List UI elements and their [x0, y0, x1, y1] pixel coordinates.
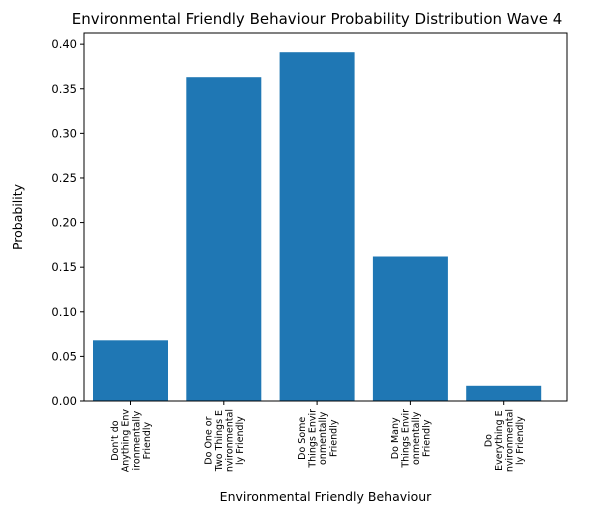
- y-tick-label-8: 0.40: [51, 37, 77, 51]
- x-tick-label-5: DoEverything Environmentally Friendly: [483, 409, 526, 472]
- bar-3: [279, 52, 355, 401]
- x-tick-label-2: Do One orTwo Things Environmentally Frie…: [204, 409, 247, 472]
- x-axis-label: Environmental Friendly Behaviour: [220, 489, 432, 504]
- x-tick-label-line: Do Some: [297, 417, 308, 460]
- y-tick-label-5: 0.25: [51, 171, 77, 185]
- x-axis-ticks: Don't doAnything EnvironmentallyFriendly…: [110, 401, 526, 472]
- x-tick-label-3: Do SomeThings EnvironmentallyFriendly: [297, 409, 340, 469]
- x-tick-label-line: Things Envir: [401, 409, 412, 469]
- x-tick-label-line: Do Many: [390, 417, 401, 459]
- bar-2: [186, 77, 262, 401]
- x-tick-label-line: Do: [483, 434, 494, 447]
- y-tick-label-6: 0.30: [51, 126, 77, 140]
- y-tick-label-2: 0.10: [51, 305, 77, 319]
- y-tick-label-3: 0.15: [51, 260, 77, 274]
- x-tick-label-line: Don't do: [110, 420, 121, 461]
- x-tick-label-line: nvironmental: [505, 409, 516, 472]
- x-tick-label-line: Friendly: [422, 419, 433, 457]
- x-tick-label-line: onmentally: [318, 411, 329, 465]
- x-tick-label-line: Two Things E: [214, 410, 225, 472]
- bar-4: [372, 256, 448, 401]
- x-tick-label-line: Anything Env: [121, 409, 132, 473]
- x-tick-label-line: Friendly: [328, 419, 339, 457]
- y-tick-label-4: 0.20: [51, 216, 77, 230]
- bar-1: [93, 340, 168, 401]
- y-tick-label-1: 0.05: [51, 349, 77, 363]
- bars-group: [93, 52, 542, 401]
- x-tick-label-line: nvironmental: [225, 409, 236, 472]
- x-tick-label-line: Friendly: [142, 421, 153, 459]
- x-tick-label-line: onmentally: [411, 411, 422, 465]
- y-axis-label: Probability: [10, 183, 25, 250]
- x-tick-label-line: ly Friendly: [235, 416, 246, 465]
- x-tick-label-line: ly Friendly: [515, 416, 526, 465]
- x-tick-label-line: ironmentally: [131, 410, 142, 470]
- y-axis-ticks: 0.00 0.05 0.10 0.15 0.20 0.25 0.30 0.35 0.40: [51, 37, 84, 408]
- chart-title: Environmental Friendly Behaviour Probabi…: [72, 10, 563, 28]
- plot-frame: [83, 32, 568, 402]
- x-tick-label-line: Do One or: [204, 416, 215, 464]
- x-tick-label-line: Everything E: [494, 410, 505, 470]
- x-tick-label-4: Do ManyThings EnvironmentallyFriendly: [390, 409, 433, 469]
- bar-5: [466, 385, 542, 401]
- x-tick-label-line: Things Envir: [307, 409, 318, 469]
- x-tick-label-1: Don't doAnything EnvironmentallyFriendly: [110, 409, 153, 473]
- y-tick-label-7: 0.35: [51, 82, 77, 96]
- y-tick-label-0: 0.00: [51, 394, 77, 408]
